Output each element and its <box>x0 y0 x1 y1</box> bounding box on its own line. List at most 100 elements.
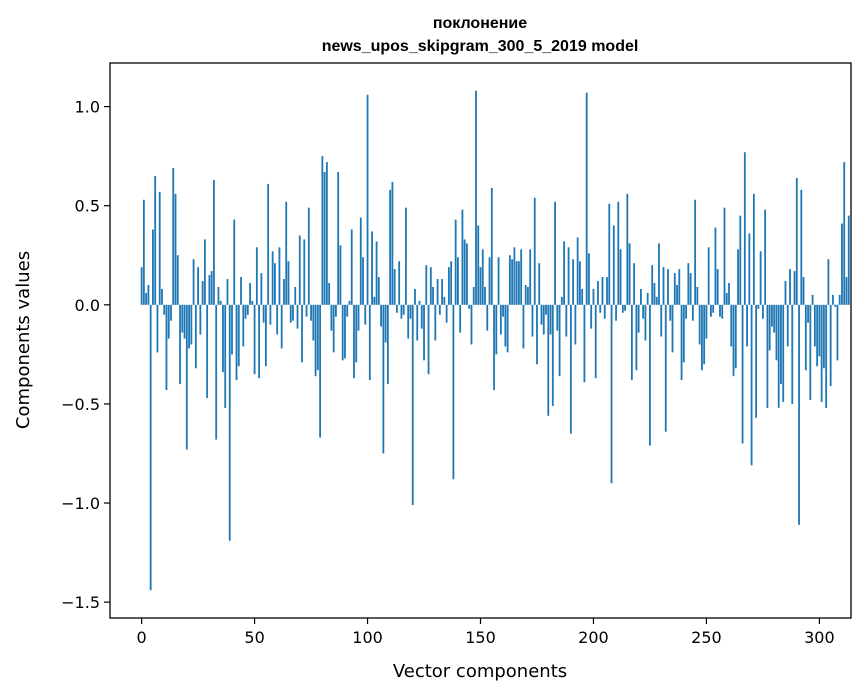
bar-180 <box>547 304 550 416</box>
bar-75 <box>310 304 312 321</box>
bar-47 <box>246 304 249 315</box>
bar-65 <box>287 261 290 305</box>
bar-84 <box>330 304 333 331</box>
bar-291 <box>798 304 800 525</box>
bar-116 <box>402 304 405 315</box>
bar-171 <box>527 286 529 305</box>
bar-18 <box>181 304 184 333</box>
bar-66 <box>289 304 292 323</box>
bar-297 <box>811 294 814 305</box>
bar-159 <box>499 304 502 335</box>
bar-210 <box>615 304 617 321</box>
bar-201 <box>594 304 597 379</box>
bar-25 <box>197 267 200 305</box>
bar-167 <box>518 261 520 305</box>
bar-261 <box>730 304 733 347</box>
bar-98 <box>362 257 364 305</box>
bar-79 <box>319 304 322 438</box>
bar-121 <box>414 288 416 305</box>
bar-197 <box>585 92 588 305</box>
bar-194 <box>579 261 581 305</box>
bar-40 <box>231 304 233 355</box>
bar-259 <box>725 292 728 305</box>
bar-282 <box>777 304 780 408</box>
bar-153 <box>486 304 489 331</box>
bar-191 <box>572 259 575 305</box>
bar-5 <box>152 229 154 305</box>
y-tick-label: 1.0 <box>75 98 100 117</box>
bar-268 <box>746 304 748 347</box>
bar-258 <box>723 207 726 305</box>
bar-292 <box>800 189 803 305</box>
bar-296 <box>809 304 812 400</box>
plot-frame <box>109 62 852 619</box>
bar-26 <box>199 304 202 335</box>
bar-302 <box>822 304 825 369</box>
bar-13 <box>170 304 172 321</box>
bar-172 <box>529 249 532 305</box>
bar-155 <box>490 187 493 305</box>
bar-73 <box>305 304 308 317</box>
bar-108 <box>384 304 387 343</box>
bar-157 <box>495 304 498 355</box>
bar-165 <box>513 247 516 305</box>
bar-151 <box>481 249 484 305</box>
bar-285 <box>784 281 787 305</box>
bar-305 <box>829 304 832 387</box>
bar-270 <box>750 304 753 466</box>
bar-225 <box>649 304 651 446</box>
bar-15 <box>174 193 177 305</box>
bar-82 <box>325 162 328 305</box>
bar-11 <box>165 304 168 391</box>
bar-53 <box>260 273 263 305</box>
bar-209 <box>612 225 615 305</box>
bar-57 <box>269 304 272 325</box>
bar-136 <box>447 267 450 305</box>
bar-71 <box>301 304 303 363</box>
bar-39 <box>228 304 231 541</box>
bar-276 <box>764 209 767 305</box>
bar-298 <box>813 304 816 347</box>
bar-51 <box>255 247 258 305</box>
bar-243 <box>689 273 692 305</box>
bar-32 <box>213 179 215 305</box>
bar-248 <box>700 304 703 371</box>
bar-24 <box>194 304 197 369</box>
bar-273 <box>757 304 760 309</box>
bar-295 <box>807 304 809 323</box>
bar-7 <box>156 304 159 353</box>
bar-70 <box>298 235 301 305</box>
bar-3 <box>147 285 150 305</box>
bar-1 <box>142 199 145 305</box>
bar-211 <box>617 201 620 305</box>
bar-96 <box>357 304 360 331</box>
bar-119 <box>409 304 412 319</box>
bar-23 <box>192 259 195 305</box>
bar-284 <box>782 304 785 402</box>
bar-4 <box>149 304 152 591</box>
bar-122 <box>416 304 419 341</box>
bar-264 <box>737 249 739 305</box>
bar-72 <box>303 239 306 305</box>
bar-163 <box>508 255 511 305</box>
bar-290 <box>795 177 798 305</box>
bar-142 <box>461 209 464 305</box>
bar-48 <box>249 283 251 305</box>
bar-179 <box>545 304 547 315</box>
bar-131 <box>436 279 439 305</box>
bar-263 <box>734 304 737 369</box>
bar-213 <box>621 304 624 313</box>
bar-series <box>140 90 850 591</box>
y-tick-label: 0.0 <box>75 296 100 315</box>
bar-241 <box>685 304 687 319</box>
x-axis-ticks: 0 50 100 150 200 250 300 <box>137 618 835 647</box>
bar-272 <box>755 304 758 418</box>
bar-238 <box>678 269 681 305</box>
bar-271 <box>752 193 755 305</box>
bar-105 <box>377 277 380 305</box>
bar-118 <box>407 304 410 339</box>
y-axis-label: Components values <box>13 251 34 429</box>
bar-156 <box>493 304 495 391</box>
bar-206 <box>606 277 608 305</box>
